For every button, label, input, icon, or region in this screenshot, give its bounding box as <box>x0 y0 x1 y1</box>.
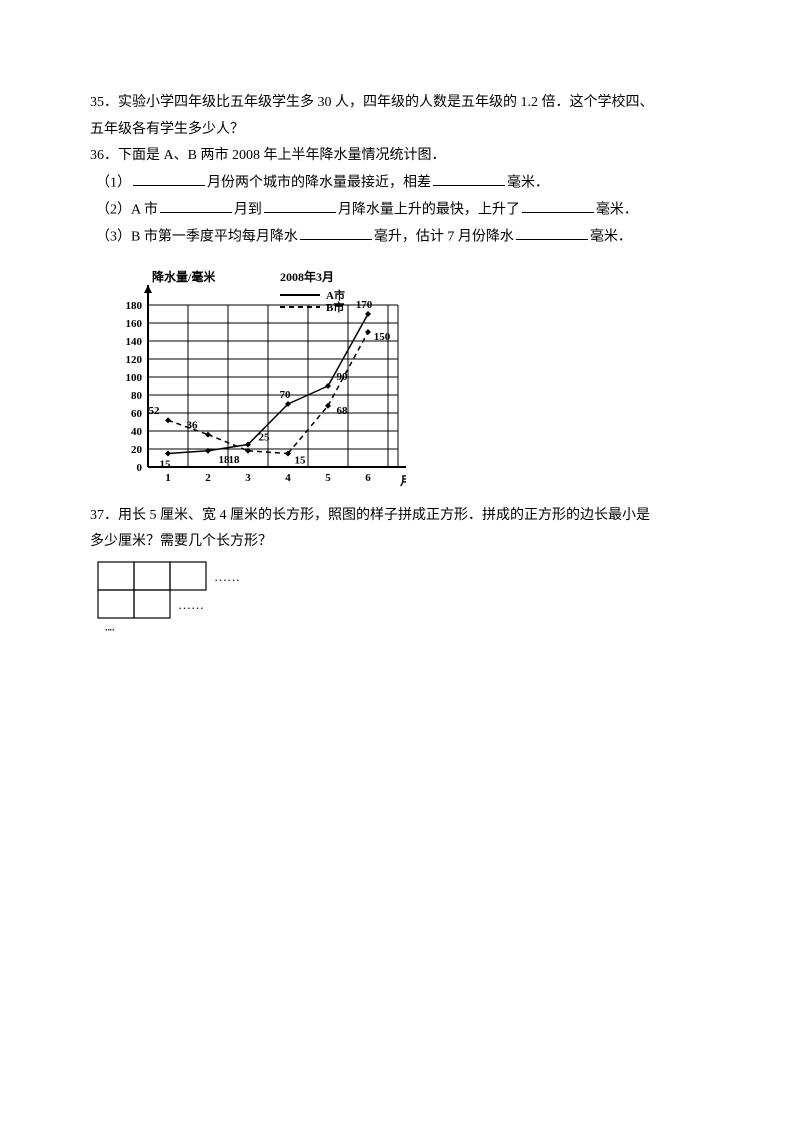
page: 35．实验小学四年级比五年级学生多 30 人，四年级的人数是五年级的 1.2 倍… <box>0 0 793 1122</box>
q36-p2d: 毫米． <box>596 202 638 217</box>
q36-p2b: 月到 <box>234 202 262 217</box>
q37-text1: 用长 5 厘米、宽 4 厘米的长方形，照图的样子拼成正方形．拼成的正方形的边长最… <box>118 508 650 523</box>
svg-text:20: 20 <box>131 444 143 456</box>
svg-text:降水量/毫米: 降水量/毫米 <box>152 269 216 284</box>
svg-text:……: …… <box>178 597 204 612</box>
svg-text:15: 15 <box>160 458 172 470</box>
svg-text:80: 80 <box>131 390 143 402</box>
q36-p1c: 毫米． <box>507 175 549 190</box>
svg-text:60: 60 <box>131 408 143 420</box>
blank-1[interactable] <box>133 170 205 186</box>
blank-6[interactable] <box>300 224 372 240</box>
blank-5[interactable] <box>522 197 594 213</box>
q35-line2: 五年级各有学生多少人？ <box>90 117 703 144</box>
svg-text:3: 3 <box>245 472 251 484</box>
svg-text:……: …… <box>214 569 240 584</box>
blank-2[interactable] <box>433 170 505 186</box>
q36-intro: 36．下面是 A、B 两市 2008 年上半年降水量情况统计图． <box>90 143 703 170</box>
svg-text:5: 5 <box>325 472 331 484</box>
svg-text:100: 100 <box>126 372 143 384</box>
blank-3[interactable] <box>160 197 232 213</box>
q37-num: 37． <box>90 508 118 523</box>
svg-text:B市: B市 <box>326 300 344 314</box>
svg-text:170: 170 <box>356 299 373 311</box>
svg-text:150: 150 <box>374 331 391 343</box>
q36-p3b: 毫升，估计 7 月份降水 <box>374 229 514 244</box>
q36-p2c: 月降水量上升的最快，上升了 <box>338 202 520 217</box>
svg-text:15: 15 <box>295 454 307 466</box>
q36-part2: （2）A 市 月到 月降水量上升的最快，上升了 毫米． <box>90 197 703 224</box>
precipitation-chart: 20 40 60 80 100 120 140 160 180 0 1 2 3 4 5 6 降水量/毫米月份 20… <box>96 257 406 497</box>
svg-text:36: 36 <box>187 419 199 431</box>
blank-4[interactable] <box>264 197 336 213</box>
svg-text:⁞: ⁞ <box>103 628 118 632</box>
svg-text:18: 18 <box>229 454 241 466</box>
q37-line2: 多少厘米？需要几个长方形？ <box>90 529 703 556</box>
q36-p1b: 月份两个城市的降水量最接近，相差 <box>207 175 431 190</box>
q36-p2a: （2）A 市 <box>96 202 158 217</box>
q36-num: 36． <box>90 148 118 163</box>
svg-text:70: 70 <box>280 389 292 401</box>
svg-text:25: 25 <box>259 431 271 443</box>
q36-intro-text: 下面是 A、B 两市 2008 年上半年降水量情况统计图． <box>118 148 445 163</box>
svg-text:0: 0 <box>137 462 143 474</box>
q36-p3a: （3）B 市第一季度平均每月降水 <box>96 229 298 244</box>
q35-num: 35． <box>90 95 118 110</box>
svg-text:1: 1 <box>165 472 171 484</box>
q36-p3c: 毫米． <box>590 229 632 244</box>
blank-7[interactable] <box>516 224 588 240</box>
q36-part3: （3）B 市第一季度平均每月降水 毫升，估计 7 月份降水 毫米． <box>90 224 703 251</box>
svg-text:月份: 月份 <box>399 473 406 488</box>
svg-text:6: 6 <box>365 472 371 484</box>
q37-line1: 37．用长 5 厘米、宽 4 厘米的长方形，照图的样子拼成正方形．拼成的正方形的… <box>90 503 703 530</box>
svg-text:4: 4 <box>285 472 291 484</box>
svg-text:A市: A市 <box>326 288 345 302</box>
svg-text:90: 90 <box>337 371 349 383</box>
svg-text:180: 180 <box>126 300 143 312</box>
svg-text:160: 160 <box>126 318 143 330</box>
q36-p1a: （1） <box>96 175 131 190</box>
svg-text:2008年3月: 2008年3月 <box>280 269 334 284</box>
q35-text1: 实验小学四年级比五年级学生多 30 人，四年级的人数是五年级的 1.2 倍．这个… <box>118 95 654 110</box>
svg-text:140: 140 <box>126 336 143 348</box>
rectangle-tiling-figure: …… …… ⁞ <box>96 560 274 656</box>
q35-line1: 35．实验小学四年级比五年级学生多 30 人，四年级的人数是五年级的 1.2 倍… <box>90 90 703 117</box>
q36-part1: （1） 月份两个城市的降水量最接近，相差 毫米． <box>90 170 703 197</box>
svg-text:120: 120 <box>126 354 143 366</box>
svg-text:40: 40 <box>131 426 143 438</box>
svg-text:52: 52 <box>149 405 161 417</box>
svg-text:68: 68 <box>337 405 349 417</box>
svg-text:2: 2 <box>205 472 211 484</box>
